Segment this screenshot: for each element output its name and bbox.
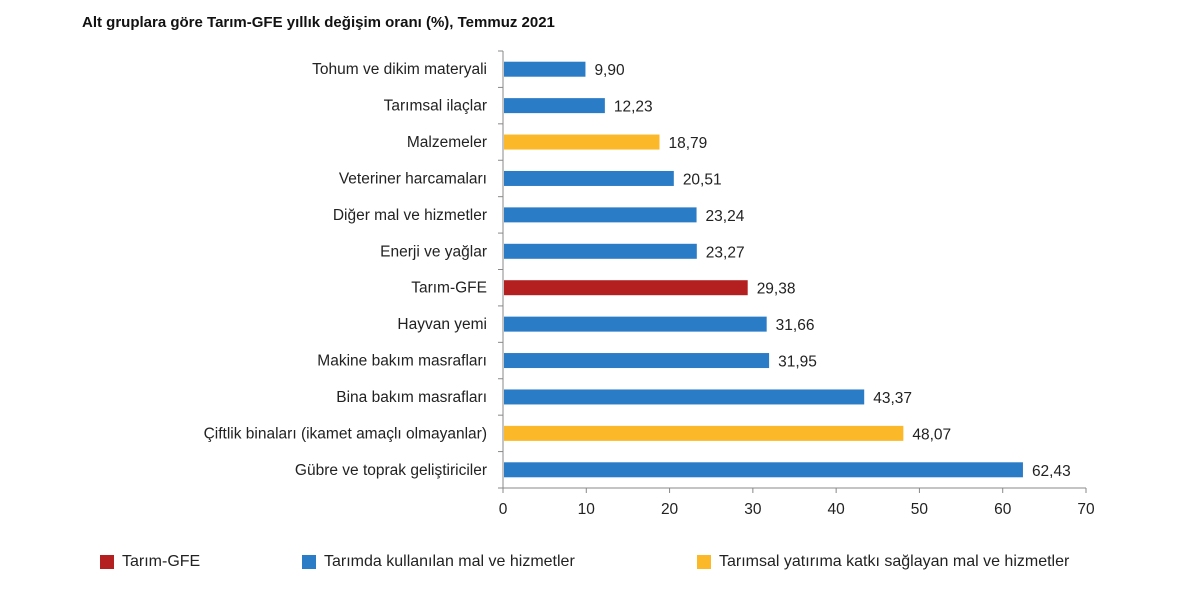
x-tick-label: 50 bbox=[911, 501, 929, 518]
bar bbox=[504, 316, 767, 332]
x-tick-label: 30 bbox=[744, 501, 762, 518]
bar bbox=[504, 462, 1023, 478]
data-label: 23,27 bbox=[706, 244, 745, 261]
x-tick-label: 60 bbox=[994, 501, 1012, 518]
category-label: Tohum ve dikim materyali bbox=[312, 61, 487, 78]
bar bbox=[504, 207, 697, 223]
x-tick-label: 40 bbox=[828, 501, 846, 518]
data-label: 12,23 bbox=[614, 99, 653, 116]
bar bbox=[504, 243, 697, 259]
data-label: 20,51 bbox=[683, 171, 722, 188]
legend-swatch bbox=[697, 555, 711, 569]
legend-item-tarimda-kullanilan: Tarımda kullanılan mal ve hizmetler bbox=[302, 553, 575, 571]
category-label: Bina bakım masrafları bbox=[336, 389, 487, 406]
legend-swatch bbox=[100, 555, 114, 569]
category-label: Çiftlik binaları (ikamet amaçlı olmayanl… bbox=[204, 425, 487, 442]
chart-title: Alt gruplara göre Tarım-GFE yıllık değiş… bbox=[82, 14, 555, 31]
category-label: Hayvan yemi bbox=[397, 316, 487, 333]
legend-item-tarimsal-yatirim: Tarımsal yatırıma katkı sağlayan mal ve … bbox=[697, 553, 1069, 571]
bar bbox=[504, 170, 674, 186]
legend-label: Tarım-GFE bbox=[122, 553, 201, 570]
data-label: 31,66 bbox=[776, 317, 815, 334]
x-tick-label: 0 bbox=[499, 501, 508, 518]
legend-label: Tarımsal yatırıma katkı sağlayan mal ve … bbox=[719, 553, 1070, 570]
data-label: 18,79 bbox=[668, 135, 707, 152]
data-label: 48,07 bbox=[912, 426, 951, 443]
data-label: 31,95 bbox=[778, 354, 817, 371]
x-tick-label: 10 bbox=[578, 501, 596, 518]
bar bbox=[504, 353, 770, 369]
category-label: Enerji ve yağlar bbox=[380, 243, 487, 260]
category-label: Gübre ve toprak geliştiriciler bbox=[295, 462, 487, 479]
bar bbox=[504, 98, 605, 114]
bar bbox=[504, 134, 660, 150]
data-label: 43,37 bbox=[873, 390, 912, 407]
category-label: Tarım-GFE bbox=[411, 280, 487, 297]
legend-item-tarim-gfe: Tarım-GFE bbox=[100, 553, 200, 571]
category-label: Diğer mal ve hizmetler bbox=[333, 207, 487, 224]
data-label: 29,38 bbox=[757, 281, 796, 298]
data-label: 23,24 bbox=[706, 208, 745, 225]
x-tick-label: 20 bbox=[661, 501, 679, 518]
data-label: 62,43 bbox=[1032, 463, 1071, 480]
category-label: Makine bakım masrafları bbox=[317, 353, 487, 370]
category-label: Malzemeler bbox=[407, 134, 487, 151]
legend-swatch bbox=[302, 555, 316, 569]
bar bbox=[504, 61, 586, 77]
legend-label: Tarımda kullanılan mal ve hizmetler bbox=[324, 553, 575, 570]
x-tick-label: 70 bbox=[1077, 501, 1095, 518]
bar bbox=[504, 425, 904, 441]
category-label: Tarımsal ilaçlar bbox=[384, 98, 487, 115]
data-label: 9,90 bbox=[594, 62, 625, 79]
bar bbox=[504, 389, 865, 405]
bar bbox=[504, 280, 748, 296]
category-label: Veteriner harcamaları bbox=[339, 170, 487, 187]
